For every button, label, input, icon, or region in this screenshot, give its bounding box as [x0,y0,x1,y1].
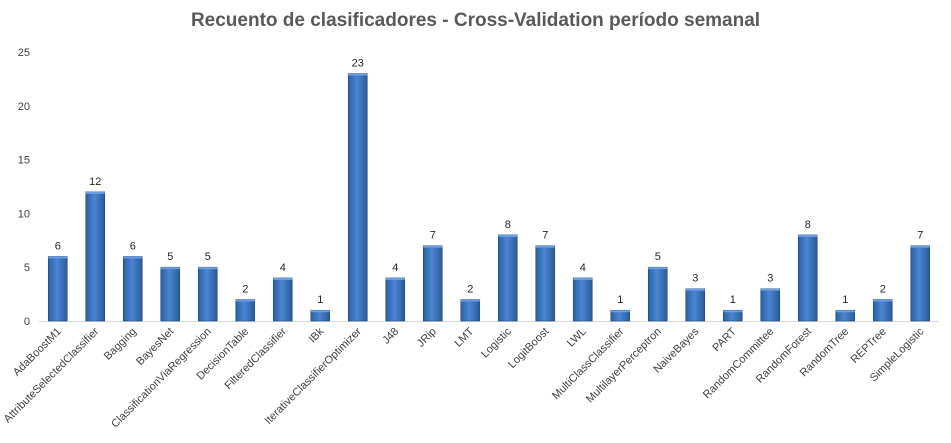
bar-cap [385,277,405,280]
bar-cap [873,299,893,302]
data-label: 5 [167,251,173,263]
bar [572,277,593,322]
category-label: RandomCommittee [701,326,776,401]
bar-cap [423,245,443,248]
y-tick-label: 25 [18,47,30,59]
bar [872,299,893,322]
bar-cap [48,256,68,259]
data-label: 5 [655,251,661,263]
data-label: 1 [730,294,736,306]
bar-cap [85,191,105,194]
category-label: IBk [307,325,327,345]
bar-cap [535,245,555,248]
data-label: 1 [842,294,848,306]
bar-cap [273,277,293,280]
bar-cap [685,288,705,291]
category-label: Bagging [102,326,139,363]
bar-cap [835,310,855,313]
bar-cap [198,267,218,270]
data-label: 8 [805,219,811,231]
data-label: 7 [917,230,923,242]
data-label: 7 [430,230,436,242]
y-tick-label: 5 [24,262,30,274]
category-label: LWL [565,326,589,350]
bar [535,245,556,322]
bar-cap [348,73,368,76]
bar-cap [798,234,818,237]
bar [910,245,931,322]
bar-cap [760,288,780,291]
bar-cap [910,245,930,248]
bar-cap [573,277,593,280]
data-label: 7 [542,230,548,242]
category-label: PART [710,325,739,354]
bar-cap [235,299,255,302]
bar [497,234,518,322]
bar-cap [648,267,668,270]
bar [197,266,218,322]
bar [797,234,818,322]
bar [85,191,106,322]
category-label: MultiClassClassifier [550,325,627,402]
bar-cap [723,310,743,313]
data-label: 6 [130,240,136,252]
bar [460,299,481,322]
data-label: 4 [392,262,398,274]
bar-cap [310,310,330,313]
bar [47,256,68,322]
bar-cap [610,310,630,313]
bar [647,266,668,322]
data-label: 2 [242,283,248,295]
data-label: 3 [767,273,773,285]
data-label: 5 [205,251,211,263]
chart-title: Recuento de clasificadores - Cross-Valid… [190,10,761,31]
bar-cap [160,267,180,270]
data-label: 12 [89,176,101,188]
bar-cap [123,256,143,259]
data-label: 1 [317,294,323,306]
category-label: Logistic [479,325,514,360]
data-label: 3 [692,273,698,285]
y-tick-label: 15 [18,155,30,167]
bar [385,277,406,322]
category-label: LMT [452,325,476,349]
bar [422,245,443,322]
bar [122,256,143,322]
y-tick-label: 20 [18,101,30,113]
data-label: 4 [580,262,586,274]
data-label: 6 [55,240,61,252]
y-tick-label: 0 [24,316,30,328]
data-label: 23 [352,58,364,70]
bar [235,299,256,322]
data-label: 2 [880,283,886,295]
bar [272,277,293,322]
bar [685,288,706,322]
category-label: JRip [415,326,439,350]
bar [160,266,181,322]
data-label: 1 [617,294,623,306]
y-tick-label: 10 [18,208,30,220]
data-label: 4 [280,262,286,274]
category-label: LogitBoost [506,326,551,371]
data-label: 2 [467,283,473,295]
data-label: 8 [505,219,511,231]
bar-cap [460,299,480,302]
bar [347,73,368,322]
category-label: J48 [380,326,401,347]
bar [760,288,781,322]
bar-cap [498,234,518,237]
